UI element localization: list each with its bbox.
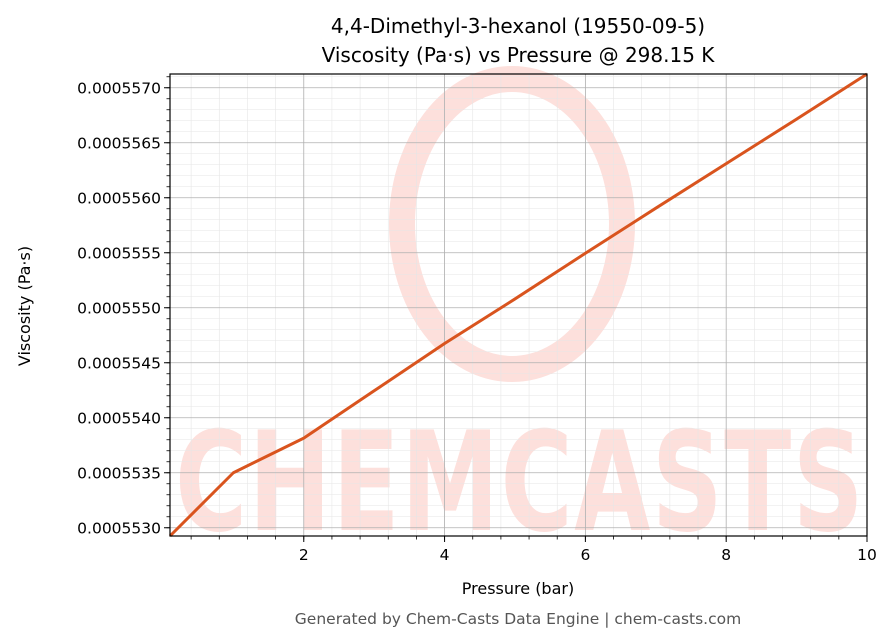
y-tick-label: 0.0005565 — [77, 134, 161, 152]
chart-title-line-2: Viscosity (Pa·s) vs Pressure @ 298.15 K — [322, 43, 716, 67]
watermark: CHEMCASTS — [175, 66, 865, 563]
x-tick-label: 2 — [299, 546, 309, 564]
y-tick-label: 0.0005530 — [77, 519, 161, 537]
y-tick-label: 0.0005545 — [77, 354, 161, 372]
x-tick-label: 6 — [580, 546, 590, 564]
x-tick-label: 4 — [440, 546, 450, 564]
watermark-text: CHEMCASTS — [175, 402, 865, 563]
y-tick-label: 0.0005540 — [77, 409, 161, 427]
y-tick-label: 0.0005560 — [77, 189, 161, 207]
y-ticks: 0.0005530 0.0005535 0.0005540 0.0005545 0.00… — [77, 76, 170, 537]
major-grid — [170, 74, 868, 536]
y-axis-label: Viscosity (Pa·s) — [15, 246, 34, 366]
x-tick-label: 8 — [721, 546, 731, 564]
x-tick-label: 10 — [857, 546, 877, 564]
series-line-viscosity — [168, 72, 868, 538]
plot-frame — [169, 73, 868, 537]
watermark-logo-ring — [389, 66, 635, 382]
x-ticks: 2 4 6 8 10 — [190, 536, 877, 564]
y-tick-label: 0.0005535 — [77, 464, 161, 482]
y-tick-label: 0.0005555 — [77, 244, 161, 262]
footer-credit: Generated by Chem-Casts Data Engine | ch… — [295, 610, 741, 628]
x-axis-label: Pressure (bar) — [462, 579, 574, 598]
y-tick-label: 0.0005550 — [77, 299, 161, 317]
chart-title-line-1: 4,4-Dimethyl-3-hexanol (19550-09-5) — [331, 14, 705, 38]
y-tick-label: 0.0005570 — [77, 79, 161, 97]
series-layer — [168, 72, 868, 538]
